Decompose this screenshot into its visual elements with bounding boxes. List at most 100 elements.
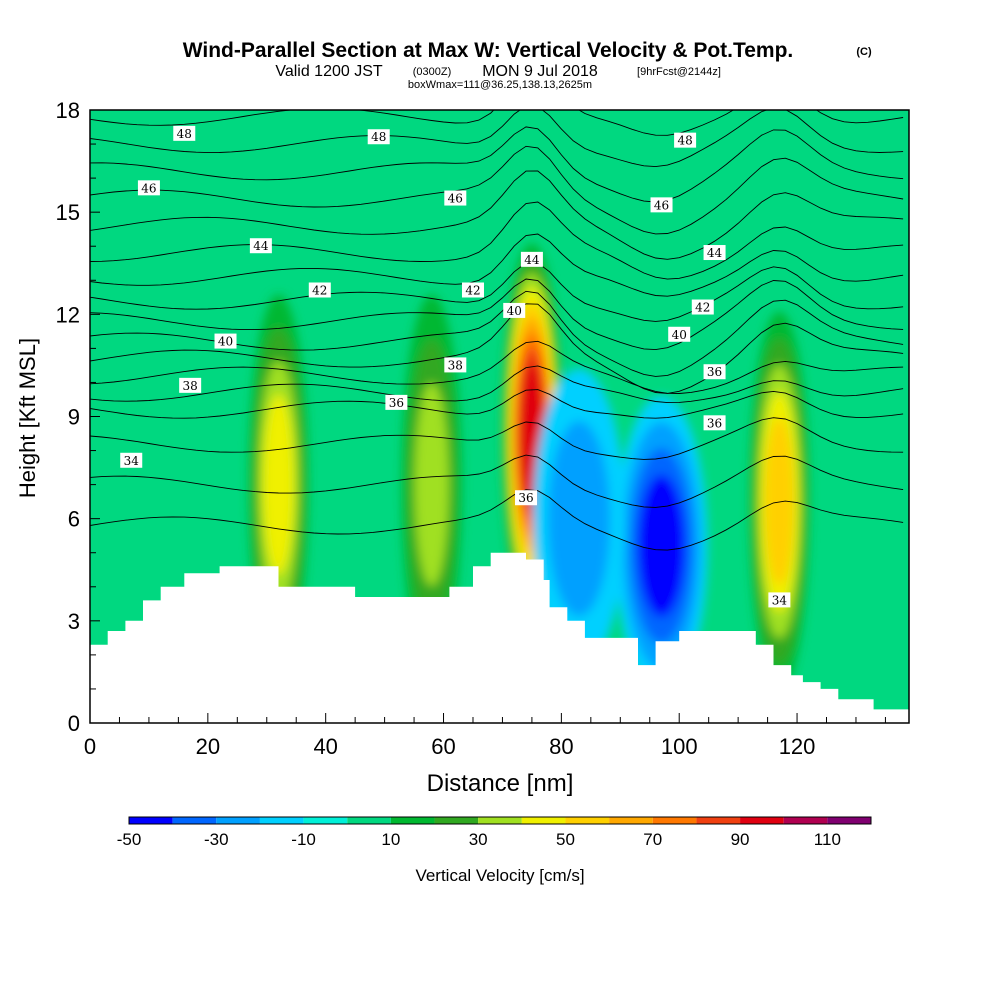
isentrope-label-box [173,125,196,141]
colorbar-swatch [478,817,522,824]
y-axis-label: Height [Kft MSL] [15,338,40,498]
isentrope-label: 46 [650,197,673,213]
colorbar-swatch [609,817,653,824]
isentrope-label-box [703,245,726,261]
isentrope-label: 48 [674,132,697,148]
y-tick-label: 9 [68,405,80,430]
isentrope-label-text: 44 [253,239,269,253]
colorbar-swatch [652,817,697,824]
isentrope-label-box [515,490,538,506]
isentrope-label-text: 48 [371,130,386,144]
isentrope-label-text: 48 [177,127,192,141]
isentrope-label-box [703,364,726,380]
colorbar: -50 -30 -10 10 30 50 70 90 110 [117,816,872,849]
colorbar-swatch [783,817,828,824]
isentrope-label-box [308,282,331,298]
isentrope-label-box [674,132,697,148]
colorbar-swatch [216,817,260,824]
isentrope-label-box [179,377,202,393]
isentrope-label-box [703,415,726,431]
isentrope-label-box [668,326,691,342]
x-tick-label: 100 [661,734,698,759]
isentrope-label-text: 42 [312,283,327,297]
isentrope-label-box [650,197,673,213]
colorbar-swatch [434,817,479,824]
colorbar-frame [128,816,872,825]
isentrope-label: 44 [520,251,543,267]
isentrope-line [90,262,904,322]
isentrope-line [90,303,904,394]
isentrope-line [90,417,904,460]
isentrope-label-text: 34 [772,593,788,607]
isentrope-label: 48 [173,125,196,141]
isentrope-label: 48 [367,129,390,145]
x-tick-label: 120 [779,734,816,759]
isentrope-label-box [461,282,484,298]
y-tick-label: 12 [56,302,80,327]
x-tick-label: 0 [84,734,96,759]
isentrope-label-text: 34 [124,454,140,468]
isentrope-label: 44 [703,245,726,261]
isentrope-label: 34 [768,592,791,608]
chart-title-suffix: (C) [856,46,872,58]
x-tick-label: 40 [313,734,337,759]
y-tick-label: 15 [56,200,80,225]
valid-date: MON 9 Jul 2018 [482,63,598,80]
isentrope-label-text: 36 [389,396,404,410]
updraft-core-band [414,383,449,586]
colorbar-tick-label: -30 [204,830,229,849]
isentrope-label: 38 [444,357,467,373]
contour-labels: 48 48 48 46 46 46 44 44 44 42 42 42 40 40 40 38 38 36 36 36… [120,125,791,608]
isentrope-label: 34 [120,452,143,468]
valid-prefix: Valid 1200 JST [275,63,383,80]
isentrope-line [90,233,904,297]
isentrope-label-text: 40 [672,328,687,342]
isentrope-label-text: 46 [141,181,156,195]
isentrope-line [90,454,904,508]
isentrope-line [90,278,904,351]
isentrope-label: 36 [703,364,726,380]
x-axis: 0 20 40 60 80 100 120 [84,713,886,759]
isentrope-line [90,110,904,136]
y-tick-label: 0 [68,711,80,736]
colorbar-tick-label: 90 [731,830,750,849]
isentrope-label: 42 [461,282,484,298]
box-wmax-line: boxWmax=111@36.25,138.13,2625m [408,79,592,91]
colorbar-tick-label: 50 [556,830,575,849]
x-axis-label: Distance [nm] [427,770,574,797]
isentrope-label: 44 [249,238,272,254]
isentrope-label: 36 [703,415,726,431]
isentrope-line [90,126,904,203]
valid-line: Valid 1200 JST (0300Z) MON 9 Jul 2018 [9… [275,63,721,80]
isentrope-label-text: 40 [218,335,233,349]
x-tick-label: 80 [549,734,573,759]
isentrope-line [90,110,904,168]
isentrope-label-text: 42 [465,283,480,297]
isentrope-label-text: 38 [448,358,463,372]
isentrope-label-box [444,190,467,206]
isentrope-line [90,145,904,235]
y-axis: 0 3 6 9 12 15 18 [56,98,100,736]
isentrope-label-box [137,180,160,196]
y-tick-label: 18 [56,98,80,123]
isentrope-line [90,489,904,551]
plot-area: 48 48 48 46 46 46 44 44 44 42 42 42 40 40 40 38 38 36 36 36… [90,110,909,723]
isentrope-label-box [214,333,237,349]
downdraft-core-band [547,421,611,617]
colorbar-tick-label: -10 [291,830,316,849]
colorbar-swatch [303,817,348,824]
colorbar-tick-label: 110 [814,830,841,849]
colorbar-tick-label: 30 [469,830,488,849]
isentrope-label: 40 [214,333,237,349]
isentrope-label-text: 46 [654,198,669,212]
colorbar-swatch [172,817,217,824]
colorbar-label: Vertical Velocity [cm/s] [415,866,584,885]
isentrope-label: 46 [137,180,160,196]
isentrope-label-text: 40 [507,304,522,318]
colorbar-swatch [696,817,741,824]
isentrope-line [90,340,904,394]
isentrope-label-box [120,452,143,468]
isentrope-label-text: 44 [524,253,540,267]
isentrope-label-box [385,394,408,410]
